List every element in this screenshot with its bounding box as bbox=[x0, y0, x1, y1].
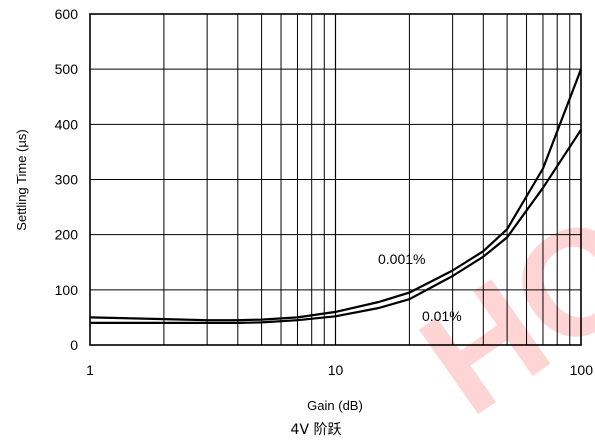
x-tick-label: 10 bbox=[328, 362, 344, 378]
series-lines: 0.001% 0.01% bbox=[89, 68, 583, 324]
grid bbox=[90, 14, 581, 345]
x-tick-label: 100 bbox=[570, 362, 594, 378]
y-tick-label: 0 bbox=[70, 337, 78, 353]
y-tick-label: 600 bbox=[55, 6, 79, 22]
x-tick-label: 1 bbox=[86, 362, 94, 378]
y-tick-labels: 0 100 200 300 400 500 600 bbox=[55, 6, 79, 353]
y-axis-label: Settling Time (µs) bbox=[14, 129, 29, 230]
y-tick-label: 200 bbox=[55, 227, 79, 243]
y-tick-label: 500 bbox=[55, 61, 79, 77]
x-tick-labels: 1 10 100 bbox=[86, 362, 593, 378]
y-tick-label: 400 bbox=[55, 116, 79, 132]
y-tick-label: 100 bbox=[55, 282, 79, 298]
y-tick-label: 300 bbox=[55, 172, 79, 188]
x-axis-label: Gain (dB) bbox=[307, 398, 363, 413]
plot-frame bbox=[89, 13, 582, 346]
series-label: 0.001% bbox=[378, 251, 425, 267]
series-label: 0.01% bbox=[422, 308, 462, 324]
caption: 4V 阶跃 bbox=[291, 422, 342, 438]
series-line bbox=[89, 68, 583, 322]
series-line bbox=[90, 129, 582, 324]
